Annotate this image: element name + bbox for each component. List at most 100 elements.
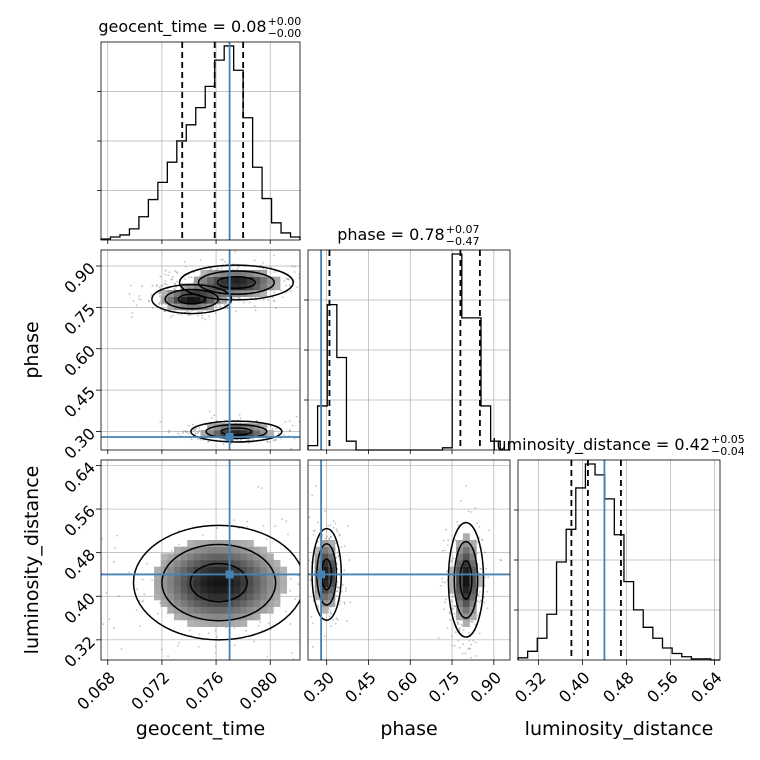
sample-point xyxy=(453,644,456,647)
density-cell xyxy=(266,553,274,561)
sample-point xyxy=(118,595,120,598)
density-panel-luminosity_distance-vs-geocent_time xyxy=(100,459,303,674)
sample-point xyxy=(131,312,134,314)
density-cell xyxy=(187,573,195,581)
density-cell xyxy=(180,290,188,297)
sample-point xyxy=(262,299,265,301)
title-text: luminosity_distance = 0.42 xyxy=(492,435,710,455)
sample-point xyxy=(441,577,443,580)
sample-point xyxy=(480,568,482,570)
density-cell xyxy=(200,276,208,284)
sample-point xyxy=(289,577,292,580)
sample-point xyxy=(171,276,174,278)
density-cell xyxy=(220,613,228,621)
density-cell xyxy=(462,540,470,547)
density-cell xyxy=(180,606,188,614)
density-cell xyxy=(240,540,248,547)
density-cell xyxy=(280,566,288,574)
sample-point xyxy=(187,432,190,435)
density-cell xyxy=(273,586,281,594)
sample-point xyxy=(301,613,303,615)
density-cell xyxy=(213,573,221,581)
sample-point xyxy=(301,297,303,299)
density-cell xyxy=(180,593,188,601)
sample-point xyxy=(474,641,477,644)
density-cell xyxy=(253,580,261,587)
sample-point xyxy=(102,623,105,626)
density-cell xyxy=(187,606,195,614)
density-cell xyxy=(173,560,181,567)
sample-point xyxy=(444,598,447,601)
density-cell xyxy=(469,566,477,574)
sample-point xyxy=(174,270,176,272)
density-cell xyxy=(240,573,248,581)
sample-point xyxy=(338,533,341,536)
sample-point xyxy=(167,431,170,434)
sample-point xyxy=(288,430,291,433)
sample-point xyxy=(175,286,177,289)
sample-point xyxy=(175,271,178,273)
density-cell xyxy=(220,606,228,614)
sample-point xyxy=(296,566,298,568)
density-cell xyxy=(180,553,188,561)
density-cell xyxy=(462,553,470,561)
sample-point xyxy=(329,612,332,614)
density-cell xyxy=(193,560,201,567)
density-cell xyxy=(213,566,221,574)
sample-point xyxy=(171,278,173,281)
sample-point xyxy=(164,269,167,272)
sample-point xyxy=(216,268,219,270)
sample-point xyxy=(233,672,235,674)
sample-point xyxy=(210,268,213,271)
sample-point xyxy=(457,622,459,625)
sample-point xyxy=(471,620,474,623)
density-cell xyxy=(200,560,208,567)
density-cell xyxy=(187,593,195,601)
sample-point xyxy=(193,429,196,432)
y-tick-label: 0.40 xyxy=(60,589,99,628)
sample-point xyxy=(262,261,264,264)
sample-point xyxy=(266,655,269,658)
y-tick-label: 0.30 xyxy=(60,424,99,463)
sample-point xyxy=(458,628,460,631)
density-cell xyxy=(220,540,228,547)
sample-point xyxy=(164,303,167,306)
sample-point xyxy=(291,424,294,427)
density-cell xyxy=(253,546,261,554)
hist-panel-geocent_time: geocent_time = 0.08 +0.00−0.00 xyxy=(97,15,301,241)
sample-point xyxy=(341,584,344,586)
density-cell xyxy=(200,606,208,614)
sample-point xyxy=(191,423,194,426)
density-cell xyxy=(193,580,201,587)
density-cell xyxy=(233,560,241,567)
density-cell xyxy=(220,270,228,277)
density-cell xyxy=(193,303,201,311)
density-cell xyxy=(233,580,241,587)
sample-point xyxy=(184,265,187,268)
density-cell xyxy=(233,546,241,554)
density-cell xyxy=(266,580,274,587)
sample-point xyxy=(343,545,346,548)
sample-point xyxy=(328,538,330,541)
density-cell xyxy=(328,586,336,594)
sample-point xyxy=(214,305,217,308)
sample-point xyxy=(442,539,445,542)
density-cell xyxy=(253,560,261,567)
density-cell xyxy=(462,593,470,601)
sample-point xyxy=(220,267,223,269)
sample-point xyxy=(146,562,148,565)
sample-point xyxy=(105,591,108,594)
sample-point xyxy=(446,544,449,547)
title-text: geocent_time = 0.08 xyxy=(98,17,266,37)
density-cell xyxy=(260,430,268,437)
sample-point xyxy=(213,414,216,417)
density-cell xyxy=(253,283,261,291)
hist-panel-luminosity_distance: luminosity_distance = 0.42 +0.05−0.04 xyxy=(492,433,745,661)
density-cell xyxy=(200,270,208,277)
density-cell xyxy=(193,283,201,291)
density-cell xyxy=(273,276,281,284)
density-cell xyxy=(200,430,208,437)
density-cell xyxy=(253,586,261,594)
density-cell xyxy=(213,296,221,304)
density-cell xyxy=(233,566,241,574)
